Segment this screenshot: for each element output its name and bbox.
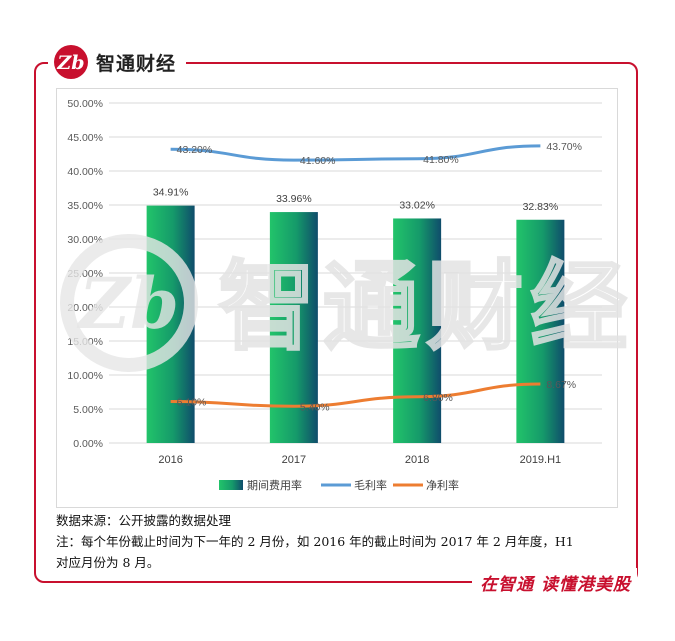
series-line bbox=[170, 382, 541, 408]
legend-label: 期间费用率 bbox=[247, 478, 302, 492]
y-tick-label: 15.00% bbox=[67, 336, 103, 348]
line-data-label: 41.80% bbox=[423, 154, 459, 166]
line-data-label: 8.67% bbox=[546, 379, 576, 391]
footer-slogan-box: 在智通 读懂港美股 bbox=[472, 568, 637, 596]
y-tick-label: 0.00% bbox=[73, 438, 103, 450]
notes-block: 数据来源：公开披露的数据处理 注：每个年份截止时间为下一年的 2 月份，如 20… bbox=[56, 510, 626, 573]
legend-label: 毛利率 bbox=[354, 478, 387, 492]
bar-data-label: 32.83% bbox=[523, 201, 559, 213]
y-tick-label: 45.00% bbox=[67, 132, 103, 144]
x-tick-label: 2019.H1 bbox=[520, 454, 562, 466]
chart-area: 0.00% 5.00% 10.00% 15.00% 20.00% 25.00% 30.00%… bbox=[56, 88, 618, 508]
line-data-label: 6.80% bbox=[423, 392, 453, 404]
legend-swatch bbox=[219, 480, 243, 490]
bar-data-label: 34.91% bbox=[153, 187, 189, 199]
y-tick-label: 5.00% bbox=[73, 404, 103, 416]
brand-header: Zb 智通财经 bbox=[48, 44, 187, 80]
data-source-note: 数据来源：公开披露的数据处理 bbox=[56, 513, 232, 528]
fiscal-year-note: 注：每个年份截止时间为下一年的 2 月份，如 2016 年的截止时间为 2017… bbox=[56, 534, 574, 549]
line-data-label: 5.40% bbox=[300, 401, 330, 413]
combo-chart: 0.00% 5.00% 10.00% 15.00% 20.00% 25.00% 30.00%… bbox=[67, 98, 602, 492]
bar bbox=[516, 219, 565, 443]
bar-data-label: 33.02% bbox=[399, 199, 435, 211]
bar-data-label: 33.96% bbox=[276, 193, 312, 205]
line-data-label: 43.70% bbox=[546, 141, 582, 153]
legend-label: 净利率 bbox=[426, 478, 459, 492]
x-tick-label: 2017 bbox=[282, 454, 306, 466]
y-tick-label: 20.00% bbox=[67, 302, 103, 314]
fiscal-year-note-cont: 对应月份为 8 月。 bbox=[56, 555, 160, 570]
y-tick-label: 30.00% bbox=[67, 234, 103, 246]
x-tick-label: 2016 bbox=[158, 454, 182, 466]
series-line bbox=[170, 144, 541, 162]
y-tick-label: 40.00% bbox=[67, 166, 103, 178]
y-tick-label: 10.00% bbox=[67, 370, 103, 382]
brand-name: 智通财经 bbox=[96, 52, 177, 75]
bar bbox=[393, 218, 442, 443]
y-tick-label: 50.00% bbox=[67, 98, 103, 110]
y-tick-label: 25.00% bbox=[67, 268, 103, 280]
line-data-label: 41.60% bbox=[300, 155, 336, 167]
footer-slogan: 在智通 读懂港美股 bbox=[480, 574, 631, 595]
x-tick-label: 2018 bbox=[405, 454, 429, 466]
svg-text:Zb: Zb bbox=[56, 52, 84, 74]
line-data-label: 43.20% bbox=[177, 144, 213, 156]
y-tick-label: 35.00% bbox=[67, 200, 103, 212]
brand-logo-icon: Zb bbox=[54, 45, 88, 79]
line-data-label: 6.10% bbox=[177, 397, 207, 409]
card-frame bbox=[34, 62, 638, 583]
